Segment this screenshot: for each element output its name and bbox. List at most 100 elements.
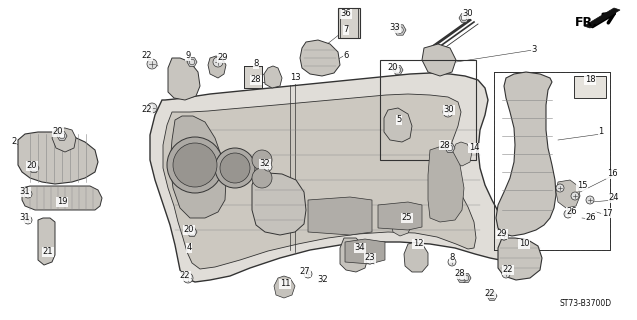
Polygon shape: [22, 186, 102, 210]
Polygon shape: [208, 56, 226, 78]
Polygon shape: [584, 8, 620, 28]
Circle shape: [24, 216, 32, 224]
Circle shape: [463, 275, 469, 281]
Text: 23: 23: [365, 253, 375, 262]
Polygon shape: [394, 25, 406, 35]
Text: 22: 22: [180, 271, 190, 281]
Polygon shape: [393, 66, 403, 74]
Text: 22: 22: [503, 266, 513, 275]
Text: 34: 34: [355, 244, 365, 252]
Text: 8: 8: [254, 60, 259, 68]
Polygon shape: [498, 238, 542, 280]
Circle shape: [59, 133, 65, 139]
Circle shape: [189, 59, 195, 65]
Text: 19: 19: [57, 197, 68, 206]
Bar: [574, 76, 606, 98]
Polygon shape: [445, 144, 455, 152]
Bar: [338, 8, 360, 38]
Text: 36: 36: [341, 10, 352, 19]
Polygon shape: [163, 94, 476, 269]
Text: 26: 26: [585, 212, 596, 221]
Text: 20: 20: [183, 226, 194, 235]
Text: 24: 24: [609, 194, 619, 203]
Polygon shape: [29, 164, 39, 172]
Text: 27: 27: [299, 268, 310, 276]
Text: 30: 30: [462, 10, 473, 19]
Circle shape: [264, 163, 272, 171]
Polygon shape: [264, 66, 282, 88]
Text: 12: 12: [413, 239, 423, 249]
Polygon shape: [187, 228, 197, 236]
Circle shape: [31, 165, 37, 171]
Circle shape: [489, 293, 495, 299]
Text: 17: 17: [602, 209, 612, 218]
Text: 31: 31: [20, 213, 31, 222]
Text: 20: 20: [27, 162, 37, 171]
Polygon shape: [274, 276, 295, 298]
Polygon shape: [340, 238, 368, 272]
Circle shape: [173, 143, 217, 187]
Polygon shape: [459, 14, 469, 22]
Polygon shape: [170, 116, 226, 218]
Polygon shape: [300, 40, 340, 76]
Text: 6: 6: [343, 51, 348, 60]
Text: 5: 5: [396, 116, 401, 124]
Circle shape: [397, 27, 403, 33]
Polygon shape: [496, 72, 556, 236]
Text: ST73-B3700D: ST73-B3700D: [560, 299, 612, 308]
Polygon shape: [461, 274, 471, 282]
Text: 21: 21: [43, 247, 54, 257]
Text: 22: 22: [485, 289, 495, 298]
Polygon shape: [150, 73, 508, 282]
Polygon shape: [457, 274, 467, 282]
Polygon shape: [187, 58, 197, 66]
Polygon shape: [52, 128, 76, 152]
Circle shape: [586, 196, 594, 204]
Text: 16: 16: [606, 170, 617, 179]
Text: 20: 20: [388, 63, 398, 73]
Text: 3: 3: [531, 45, 537, 54]
Text: 28: 28: [251, 76, 261, 84]
Text: 8: 8: [449, 253, 455, 262]
Polygon shape: [556, 180, 580, 208]
Circle shape: [500, 232, 508, 240]
Circle shape: [252, 150, 272, 170]
Bar: [244, 66, 262, 88]
Text: 11: 11: [280, 279, 290, 289]
Polygon shape: [404, 242, 428, 272]
Polygon shape: [391, 212, 412, 236]
Circle shape: [366, 256, 374, 264]
Circle shape: [502, 270, 510, 278]
Circle shape: [443, 107, 453, 117]
Text: 20: 20: [53, 127, 63, 137]
Text: 33: 33: [390, 23, 401, 33]
Text: 22: 22: [142, 52, 152, 60]
Polygon shape: [422, 44, 456, 76]
Polygon shape: [168, 58, 200, 100]
Text: 18: 18: [585, 76, 596, 84]
Circle shape: [459, 275, 465, 281]
Polygon shape: [308, 197, 372, 235]
Polygon shape: [38, 218, 55, 265]
Text: 13: 13: [290, 74, 300, 83]
Text: 25: 25: [402, 213, 412, 222]
Text: 32: 32: [318, 276, 328, 284]
Text: 7: 7: [343, 26, 348, 35]
Polygon shape: [378, 202, 422, 230]
Circle shape: [220, 153, 250, 183]
Text: 1: 1: [598, 127, 604, 137]
Text: 9: 9: [185, 52, 190, 60]
Circle shape: [183, 273, 193, 283]
Bar: [380, 60, 476, 160]
Circle shape: [24, 190, 32, 198]
Polygon shape: [384, 108, 412, 142]
Text: 30: 30: [444, 106, 454, 115]
Polygon shape: [18, 132, 98, 184]
Circle shape: [556, 184, 564, 192]
Circle shape: [500, 232, 508, 240]
Circle shape: [461, 15, 467, 21]
Bar: [494, 72, 610, 250]
Text: 32: 32: [260, 159, 270, 169]
Circle shape: [571, 192, 579, 200]
Circle shape: [215, 148, 255, 188]
